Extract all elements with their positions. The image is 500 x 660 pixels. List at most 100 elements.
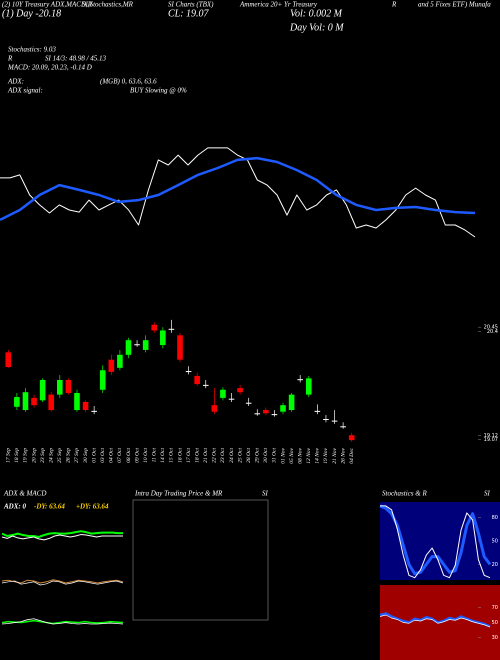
- y-tick-label: 19.12: [484, 433, 498, 439]
- candle-body: [5, 352, 12, 367]
- y-tick-label: 30: [492, 635, 498, 641]
- candle-body: [108, 359, 115, 372]
- y-tick-label: 19.07: [484, 437, 498, 443]
- header-text: R: [7, 55, 13, 63]
- candle-body: [220, 389, 226, 398]
- x-tick-label: 24 Sep: [47, 448, 54, 463]
- panel-border: [132, 499, 269, 621]
- candle-body: [263, 410, 269, 414]
- y-tick-label: 50: [492, 620, 498, 626]
- candle-body: [22, 392, 29, 411]
- x-tick-label: 09 Oct: [134, 448, 140, 463]
- series-line: [0, 147, 476, 238]
- x-tick-label: 15 Oct: [169, 448, 175, 463]
- candle-body: [160, 330, 166, 346]
- candle-body: [117, 354, 123, 368]
- x-tick-label: 14 Oct: [159, 448, 166, 463]
- x-tick-label: 29 Oct: [255, 448, 261, 463]
- annotation: -DY: 63.64: [34, 503, 65, 511]
- candle-body: [99, 370, 106, 390]
- x-tick-label: 23 Oct: [220, 448, 226, 463]
- x-tick-label: 12 Nov: [306, 447, 312, 463]
- series-line: [1, 579, 124, 584]
- x-tick-label: 25 Sep: [57, 448, 63, 463]
- header: (2) 10Y Treasury ADX,MACD,R SI,Stochasti…: [2, 1, 491, 95]
- candle-body: [168, 328, 175, 330]
- header-text: SI,Stochastics,MR: [82, 1, 134, 9]
- series-line: [379, 612, 491, 628]
- candle-body: [91, 410, 97, 412]
- header-text: Vol: 0.002 M: [290, 8, 343, 19]
- y-tick-label: 50: [492, 539, 498, 545]
- candle-body: [177, 335, 183, 360]
- panel-subtitle: SI: [262, 490, 269, 498]
- header-text: Ammerica 20+ Yr Treasury: [239, 1, 318, 9]
- header-text: (1) Day -20.18: [2, 8, 61, 19]
- header-text: Day Vol: 0 M: [289, 22, 344, 33]
- candle-body: [31, 397, 37, 406]
- candle-body: [348, 435, 355, 441]
- x-tick-label: 17 Oct: [186, 448, 192, 463]
- x-tick-label: 01 Oct: [91, 448, 97, 463]
- header-text: MACD: 20.09, 20.23, -0.14 D: [7, 64, 92, 72]
- series-line: [379, 504, 492, 576]
- y-tick-label: 70: [492, 605, 498, 611]
- x-tick-label: 10 Oct: [143, 448, 149, 463]
- candle-body: [228, 398, 235, 400]
- candle-body: [280, 405, 286, 412]
- panel-title: ADX & MACD: [3, 490, 46, 498]
- header-text: CL: 19.07: [168, 8, 210, 19]
- candle-body: [65, 380, 72, 393]
- x-tick-label: 26 Sep: [66, 448, 72, 463]
- candle-body: [202, 384, 209, 386]
- x-tick-label: 18 Sep: [14, 448, 20, 463]
- x-tick-label: 03 Oct: [100, 448, 106, 463]
- x-tick-label: 14 Nov: [314, 447, 321, 463]
- x-tick-label: 16 Oct: [177, 448, 183, 463]
- y-tick-label: 20.45: [484, 325, 498, 331]
- candle-body: [340, 426, 346, 428]
- candle-body: [39, 380, 46, 401]
- x-tick-label: 11 Oct: [152, 448, 158, 463]
- series-line: [1, 534, 123, 541]
- x-tick-label: 24 Oct: [228, 448, 235, 463]
- x-tick-label: 21 Oct: [203, 448, 209, 463]
- x-tick-label: 17 Sep: [6, 448, 12, 463]
- series-line: [1, 619, 124, 625]
- header-text: (MGB) 0, 63.6, 63.6: [100, 78, 157, 86]
- x-tick-label: 28 Oct: [246, 448, 252, 463]
- series-line: [1, 530, 123, 538]
- candle-body: [254, 413, 261, 415]
- candle-body: [125, 340, 132, 355]
- panel-subtitle: SI: [484, 490, 491, 498]
- candle-body: [82, 401, 89, 411]
- series-line: [1, 618, 124, 625]
- candle-body: [323, 419, 329, 420]
- candle-body: [142, 340, 149, 350]
- x-tick-label: 30 Sep: [83, 448, 89, 464]
- x-tick-label: 21 Nov: [332, 447, 338, 463]
- x-tick-label: 18 Oct: [194, 448, 200, 463]
- panel-title: Intra Day Trading Price & MR: [134, 490, 223, 498]
- candle-body: [288, 394, 295, 411]
- candle-body: [57, 380, 63, 395]
- y-tick-label: 80: [492, 515, 498, 521]
- candle-body: [314, 410, 321, 412]
- series-line: [0, 156, 476, 222]
- x-tick-label: 19 Sep: [23, 448, 29, 463]
- x-tick-label: 30 Oct: [263, 448, 269, 464]
- x-tick-label: 31 Oct: [272, 448, 278, 464]
- candle-body: [297, 379, 303, 381]
- x-tick-label: 08 Nov: [297, 447, 303, 463]
- candle-body: [48, 394, 55, 411]
- candle-body: [134, 344, 140, 346]
- candle-body: [237, 388, 243, 393]
- y-tick-label: 20: [492, 562, 498, 568]
- candle-body: [194, 375, 200, 385]
- candle-body: [14, 397, 20, 407]
- x-tick-label: 08 Oct: [126, 448, 132, 463]
- x-tick-label: 19 Nov: [323, 447, 329, 463]
- x-tick-label: 22 Oct: [212, 448, 218, 463]
- header-text: BUY Slowing @ 0%: [130, 87, 187, 95]
